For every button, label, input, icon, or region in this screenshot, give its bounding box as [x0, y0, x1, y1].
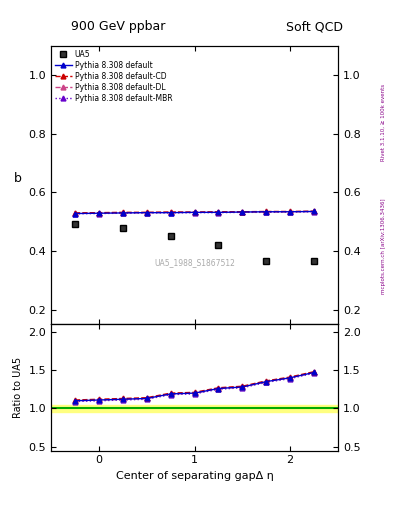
- Line: Pythia 8.308 default: Pythia 8.308 default: [73, 209, 316, 216]
- Pythia 8.308 default-MBR: [264, 209, 269, 216]
- Pythia 8.308 default: [216, 209, 221, 216]
- Legend: UA5, Pythia 8.308 default, Pythia 8.308 default-CD, Pythia 8.308 default-DL, Pyt: UA5, Pythia 8.308 default, Pythia 8.308 …: [53, 48, 174, 104]
- Pythia 8.308 default-MBR: [288, 209, 292, 215]
- Text: Soft QCD: Soft QCD: [286, 20, 343, 33]
- Pythia 8.308 default-CD: [240, 209, 245, 215]
- Pythia 8.308 default-CD: [216, 209, 221, 215]
- Y-axis label: b: b: [13, 172, 21, 185]
- Pythia 8.308 default: [73, 210, 77, 217]
- UA5: [120, 225, 125, 231]
- Pythia 8.308 default-MBR: [240, 209, 245, 216]
- Pythia 8.308 default: [120, 210, 125, 216]
- Pythia 8.308 default-DL: [192, 209, 197, 216]
- Pythia 8.308 default: [144, 209, 149, 216]
- Pythia 8.308 default-CD: [288, 208, 292, 215]
- Pythia 8.308 default: [192, 209, 197, 216]
- Text: Rivet 3.1.10, ≥ 100k events: Rivet 3.1.10, ≥ 100k events: [381, 84, 386, 161]
- Pythia 8.308 default-MBR: [73, 211, 77, 217]
- Pythia 8.308 default-DL: [216, 209, 221, 215]
- Pythia 8.308 default-MBR: [97, 210, 101, 217]
- Pythia 8.308 default: [168, 209, 173, 216]
- Line: Pythia 8.308 default-CD: Pythia 8.308 default-CD: [73, 209, 316, 216]
- Pythia 8.308 default-CD: [120, 209, 125, 216]
- Pythia 8.308 default-DL: [312, 208, 316, 215]
- Pythia 8.308 default-DL: [240, 209, 245, 215]
- Pythia 8.308 default-CD: [168, 209, 173, 215]
- Pythia 8.308 default-CD: [144, 209, 149, 216]
- Pythia 8.308 default-MBR: [168, 210, 173, 216]
- Pythia 8.308 default-MBR: [192, 209, 197, 216]
- Pythia 8.308 default-MBR: [216, 209, 221, 216]
- UA5: [264, 258, 269, 264]
- Pythia 8.308 default-MBR: [144, 210, 149, 216]
- UA5: [168, 233, 173, 240]
- Y-axis label: Ratio to UA5: Ratio to UA5: [13, 357, 23, 418]
- Pythia 8.308 default: [97, 210, 101, 216]
- Pythia 8.308 default: [240, 209, 245, 215]
- X-axis label: Center of separating gapΔ η: Center of separating gapΔ η: [116, 471, 274, 481]
- Pythia 8.308 default-DL: [144, 209, 149, 216]
- Pythia 8.308 default-DL: [73, 210, 77, 216]
- Pythia 8.308 default-CD: [264, 208, 269, 215]
- Text: 900 GeV ppbar: 900 GeV ppbar: [71, 20, 165, 33]
- Pythia 8.308 default: [288, 209, 292, 215]
- Text: mcplots.cern.ch [arXiv:1306.3436]: mcplots.cern.ch [arXiv:1306.3436]: [381, 198, 386, 293]
- UA5: [73, 221, 77, 227]
- Pythia 8.308 default-MBR: [312, 209, 316, 215]
- Pythia 8.308 default-CD: [192, 209, 197, 215]
- Bar: [51, 404, 338, 412]
- Pythia 8.308 default: [264, 209, 269, 215]
- UA5: [312, 258, 316, 264]
- Line: Pythia 8.308 default-DL: Pythia 8.308 default-DL: [73, 209, 316, 216]
- Pythia 8.308 default: [312, 208, 316, 215]
- Text: UA5_1988_S1867512: UA5_1988_S1867512: [154, 259, 235, 267]
- Pythia 8.308 default-CD: [97, 209, 101, 216]
- Pythia 8.308 default-MBR: [120, 210, 125, 216]
- Pythia 8.308 default-CD: [73, 210, 77, 216]
- Pythia 8.308 default-DL: [97, 210, 101, 216]
- Pythia 8.308 default-DL: [264, 209, 269, 215]
- Line: UA5: UA5: [72, 220, 318, 265]
- Line: Pythia 8.308 default-MBR: Pythia 8.308 default-MBR: [73, 209, 316, 216]
- Pythia 8.308 default-DL: [120, 209, 125, 216]
- Pythia 8.308 default-DL: [288, 209, 292, 215]
- Pythia 8.308 default-DL: [168, 209, 173, 216]
- Pythia 8.308 default-CD: [312, 208, 316, 214]
- UA5: [216, 242, 221, 248]
